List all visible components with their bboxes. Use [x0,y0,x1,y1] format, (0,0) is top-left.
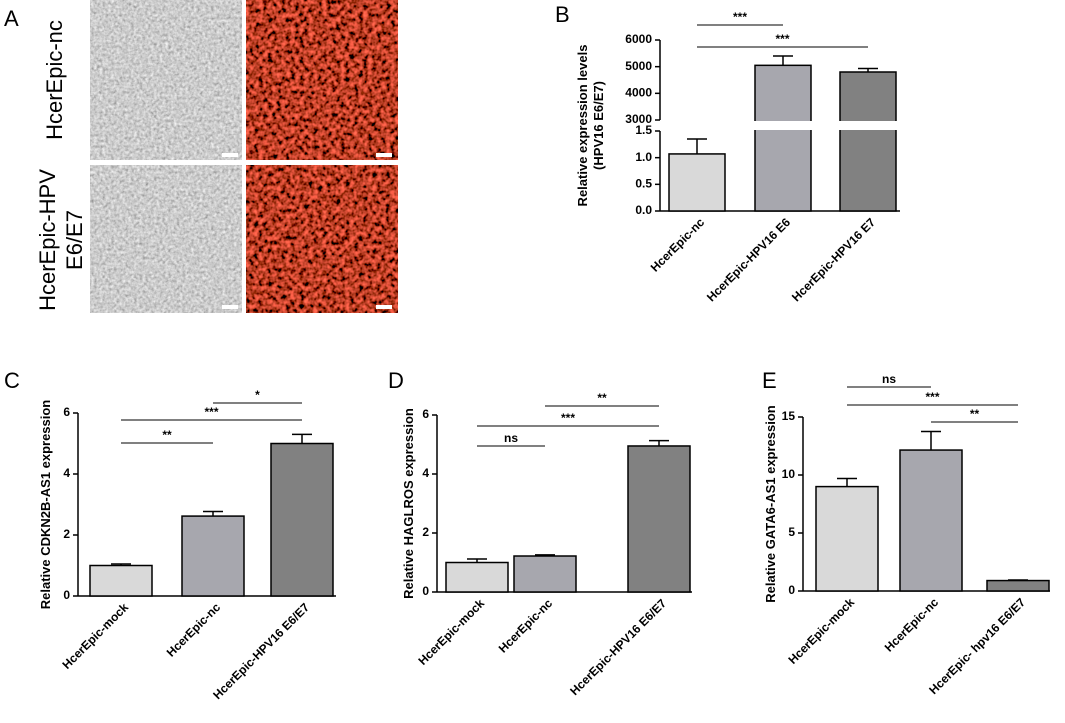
y-tick-label: 0.0 [635,203,652,217]
x-tick-label: HcerEpic-mock [59,600,131,672]
error-bar [921,430,941,451]
error-bar [837,477,857,487]
y-tick-label: 10 [782,467,796,481]
bar [270,442,334,597]
y-axis-label: Relative expression levels [575,45,590,207]
chart-panel: B Relative expression levels (HPV16 E6/E7)… [555,2,902,304]
significance-label: ** [597,391,607,405]
y-tick-label: 1.5 [635,123,652,137]
bar [181,515,245,597]
micrograph-phase [90,0,242,160]
bar [445,561,509,593]
y-tick-label: 0.5 [635,177,652,191]
axis-break [658,121,902,130]
micrograph-phase [90,165,242,313]
y-tick-label: 0 [63,588,70,602]
x-tick-label: HcerEpic-nc [164,600,224,660]
bar [627,445,691,593]
error-bar [467,558,487,563]
x-tick-label: HcerEpic-HPV16 E6/E7 [567,596,669,698]
x-tick-label: HcerEpic-HPV16 E7 [789,215,878,304]
scale-bar [222,153,238,157]
y-tick-label: 0 [422,584,429,598]
significance-label: ** [970,407,980,421]
panel-label: C [4,368,20,393]
error-bar [292,433,312,444]
bar [815,485,879,592]
bar [513,555,577,593]
y-tick-label: 5000 [625,59,652,73]
significance-label: *** [561,411,575,425]
error-bar [687,138,707,154]
significance-label: *** [733,10,747,24]
panel-a: A HcerEpic-nc HcerEpic-HPV E6/E7 [4,0,398,313]
row-label: HcerEpic-HPV [35,169,60,311]
x-tick-label: HcerEpic-nc [496,596,556,656]
y-tick-label: 6 [63,405,70,419]
panel-label: D [388,368,404,393]
y-tick-label: 1.0 [635,150,652,164]
y-tick-label: 5 [788,525,795,539]
bar [899,449,963,592]
y-tick-label: 6000 [625,32,652,46]
y-axis-label: Relative GATA6-AS1 expression [763,405,778,603]
scale-bar [376,153,392,157]
error-bar [858,67,878,72]
y-tick-label: 6 [422,407,429,421]
significance-label: *** [775,32,789,46]
x-tick-label: HcerEpic-HPV16 E6 [704,215,793,304]
significance-label: *** [204,405,218,419]
chart-panel: C Relative CDKN2B-AS1 expression 0 2 4 6 HcerE… [4,368,336,702]
y-tick-label: 4 [63,466,70,480]
significance-label: * [255,388,260,402]
chart-panel: E Relative GATA6-AS1 expression 0 5 10 15 Hcer… [762,368,1050,697]
panel-label: B [555,2,570,27]
panel-label: E [762,368,777,393]
micrograph-fluorescence [246,165,398,313]
panel-label: A [4,6,19,31]
x-tick-label: HcerEpic- hpv16 E6/E7 [926,595,1028,697]
error-bar [649,439,669,446]
bar [89,564,153,597]
x-tick-label: HcerEpic-mock [415,596,487,668]
bar [754,64,812,212]
bar [986,579,1050,592]
y-axis-label: Relative CDKN2B-AS1 expression [38,400,53,610]
chart-panel: D Relative HAGLROS expression 0 2 4 6 HcerEpic… [388,368,692,698]
y-tick-label: 4 [422,466,429,480]
error-bar [111,563,131,566]
significance-label: ns [882,372,896,386]
y-tick-label: 2 [63,527,70,541]
y-tick-label: 0 [788,583,795,597]
y-tick-label: 2 [422,525,429,539]
micrograph-fluorescence [246,0,398,160]
bar [668,153,726,212]
scale-bar [222,305,238,309]
x-tick-label: HcerEpic-HPV16 E6/E7 [210,600,312,702]
error-bar [773,55,793,66]
scale-bar [376,305,392,309]
significance-label: *** [925,390,939,404]
x-tick-label: HcerEpic-mock [785,595,857,667]
y-tick-label: 3000 [625,112,652,126]
significance-label: ** [162,428,172,442]
y-axis-label: Relative HAGLROS expression [401,408,416,599]
error-bar [1008,579,1028,581]
row-label: HcerEpic-nc [42,20,67,140]
row-label: E6/E7 [62,210,87,270]
bar [839,71,897,212]
y-tick-label: 15 [782,409,796,423]
significance-label: ns [504,431,518,445]
error-bar [203,510,223,517]
error-bar [535,554,555,557]
x-tick-label: HcerEpic-nc [648,215,708,275]
x-tick-label: HcerEpic-nc [882,595,942,655]
y-axis-label: (HPV16 E6/E7) [591,81,606,170]
y-tick-label: 4000 [625,86,652,100]
